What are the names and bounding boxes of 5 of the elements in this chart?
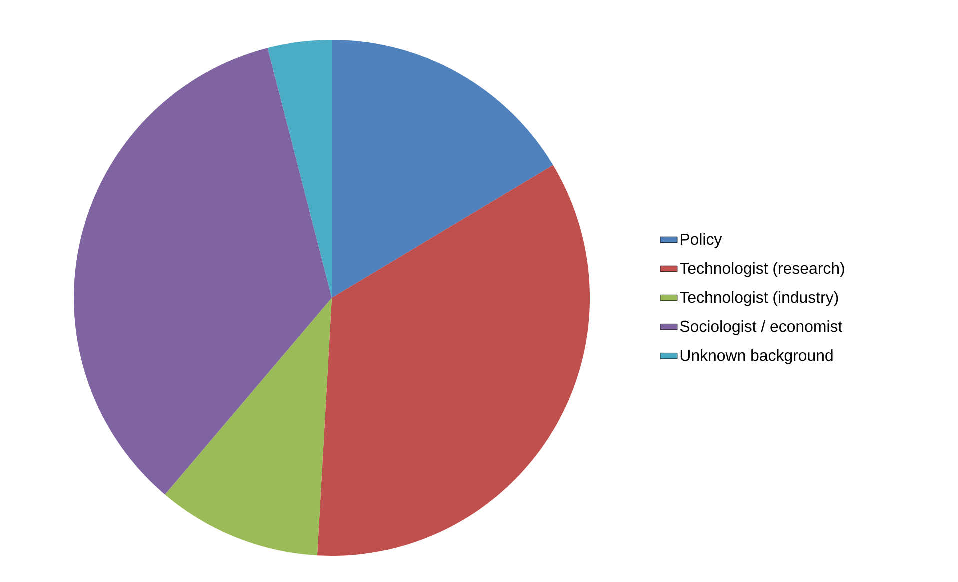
- legend-label: Technologist (research): [680, 262, 844, 278]
- legend-label: Policy: [680, 233, 722, 248]
- legend-label: Technologist (industry): [680, 291, 838, 306]
- legend-label: Sociologist / economist: [680, 320, 843, 336]
- legend-label: Unknown background: [680, 350, 833, 364]
